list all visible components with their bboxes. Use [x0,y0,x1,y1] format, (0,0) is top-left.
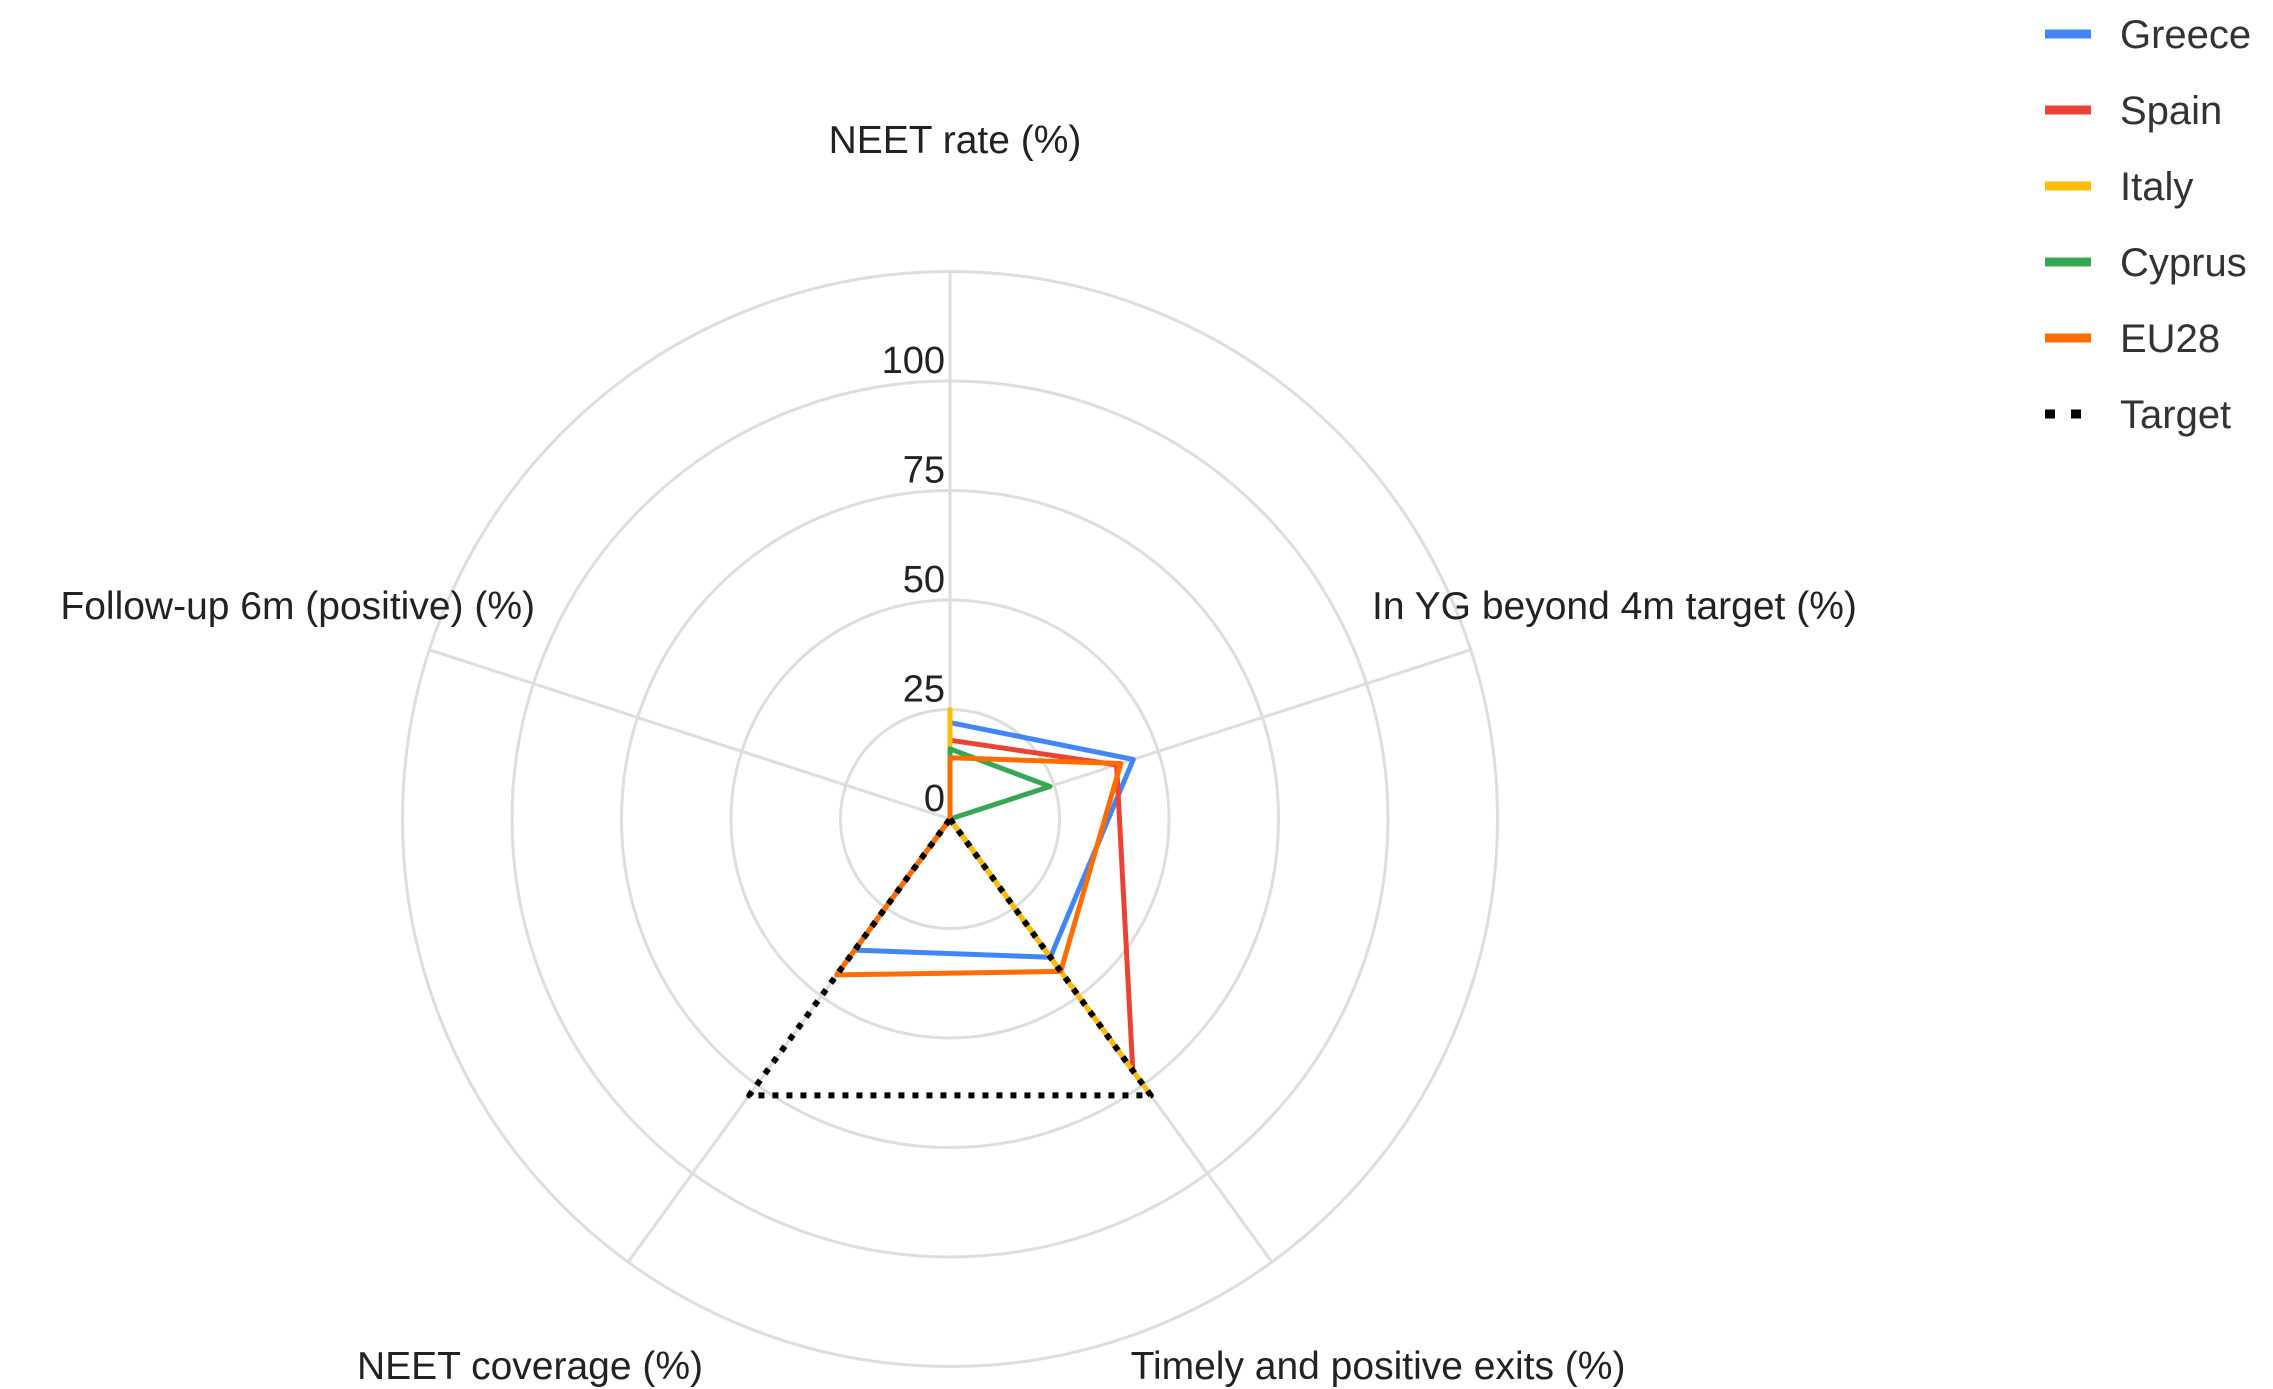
legend-label: Greece [2120,13,2251,57]
legend-item-spain: Spain [2045,89,2222,133]
axis-label: In YG beyond 4m target (%) [1372,585,1857,628]
legend-label: Italy [2120,165,2193,209]
series-line-target [746,816,1154,1099]
legend-label: Cyprus [2120,241,2247,285]
axis-label: NEET coverage (%) [357,1345,703,1388]
legend-item-cyprus: Cyprus [2045,241,2247,285]
legend-label: Target [2120,393,2231,437]
legend-item-target: Target [2045,393,2231,437]
axis-labels: NEET rate (%) In YG beyond 4m target (%) T… [60,119,1856,1388]
axis-label: Follow-up 6m (positive) (%) [60,585,535,628]
legend-label: EU28 [2120,317,2220,361]
tick-label: 0 [924,778,945,820]
tick-label: 75 [903,450,945,492]
axis-label: NEET rate (%) [829,119,1082,162]
legend-item-italy: Italy [2045,165,2193,209]
axis-label: Timely and positive exits (%) [1131,1345,1626,1388]
tick-label: 50 [903,559,945,601]
tick-label: 25 [903,669,945,711]
radar-series [746,707,1154,1099]
series-line-eu28 [834,755,1124,978]
legend-item-eu28: EU28 [2045,317,2220,361]
tick-label: 100 [882,340,945,382]
tick-labels: 0 25 50 75 100 [882,340,945,820]
legend: Greece Spain Italy Cyprus EU28 Target [2045,13,2251,437]
grid-spoke [428,648,951,821]
legend-item-greece: Greece [2045,13,2251,57]
legend-label: Spain [2120,89,2222,133]
